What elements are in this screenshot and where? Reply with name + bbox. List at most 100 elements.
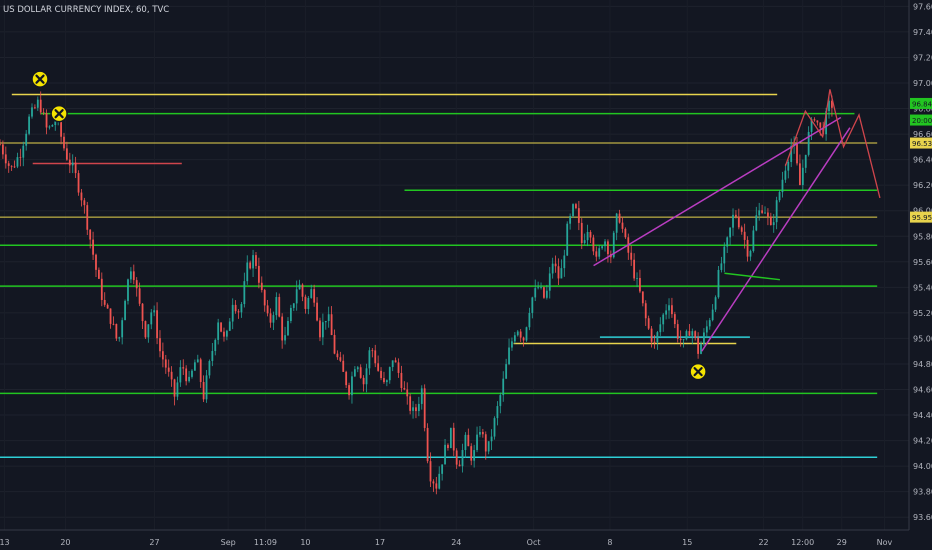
candle-body: [790, 145, 793, 162]
candle-body: [348, 385, 350, 396]
x-tick-label: 10: [300, 538, 310, 547]
candle-body: [435, 483, 438, 489]
candle-body: [92, 239, 94, 255]
candle-body: [193, 362, 196, 371]
candle-body: [225, 330, 228, 337]
grid: [0, 5, 909, 518]
candle-body: [415, 407, 417, 412]
candle-body: [80, 192, 83, 201]
y-tick-label: 94.20: [913, 437, 932, 446]
candle-body: [417, 403, 420, 412]
candle-body: [458, 464, 461, 467]
price-badge: [910, 211, 932, 223]
candle-body: [211, 350, 214, 362]
candle-body: [39, 99, 42, 113]
candle-body: [252, 255, 254, 269]
candle-body: [723, 246, 726, 264]
y-tick-label: 94.80: [913, 360, 932, 369]
candle-body: [784, 170, 787, 180]
candle-body: [74, 162, 77, 174]
candle-body: [729, 227, 732, 238]
candle-body: [583, 240, 586, 244]
candle-body: [641, 291, 644, 304]
candle-body: [703, 332, 705, 344]
candle-body: [615, 213, 618, 233]
candle-body: [449, 427, 452, 449]
candle-body: [650, 328, 653, 342]
candle-body: [159, 338, 161, 352]
candle-body: [292, 303, 295, 308]
candle-body: [595, 251, 598, 257]
y-axis-panel[interactable]: [909, 0, 932, 550]
candle-body: [383, 378, 385, 383]
x-marker-cross: [693, 367, 703, 377]
candle-body: [287, 321, 289, 336]
candle-body: [231, 304, 234, 322]
candle-body: [316, 302, 318, 321]
candle-body: [630, 252, 633, 260]
candle-body: [563, 255, 566, 269]
candle-body: [493, 418, 496, 437]
candle-body: [54, 121, 57, 126]
candle-body: [342, 360, 345, 372]
candle-body: [196, 359, 199, 363]
candle-body: [403, 388, 406, 390]
candle-body: [249, 262, 252, 269]
candle-body: [356, 367, 359, 370]
candle-body: [103, 299, 106, 305]
candle-body: [289, 307, 292, 322]
candle-body: [66, 148, 68, 160]
candle-body: [592, 237, 595, 252]
candle-body: [63, 136, 65, 149]
candle-body: [255, 255, 257, 266]
candle-body: [112, 323, 115, 325]
candle-body: [557, 266, 560, 279]
candle-body: [115, 323, 118, 339]
candle-body: [749, 250, 752, 257]
candle-body: [409, 396, 412, 411]
x-tick-label: 24: [451, 538, 461, 547]
candle-body: [697, 337, 700, 354]
candle-body: [330, 314, 333, 335]
candle-body: [726, 237, 729, 247]
candle-body: [0, 144, 1, 146]
x-axis-panel[interactable]: [0, 530, 932, 550]
candle-body: [4, 154, 7, 164]
candle-body: [496, 406, 499, 419]
candle-body: [743, 231, 746, 240]
candle-body: [321, 322, 324, 338]
y-tick-label: 97.00: [913, 79, 932, 88]
y-tick-label: 93.60: [913, 513, 932, 522]
candle-body: [769, 216, 772, 226]
candle-body: [799, 163, 801, 186]
candle-body: [604, 241, 606, 247]
candle-body: [586, 232, 589, 241]
candle-body: [682, 339, 685, 341]
candle-body: [333, 334, 336, 354]
candle-body: [339, 357, 342, 361]
y-tick-label: 94.40: [913, 411, 932, 420]
candle-body: [127, 279, 129, 301]
candle-body: [438, 473, 441, 489]
candle-body: [636, 278, 638, 279]
candle-body: [714, 297, 717, 310]
candle-body: [144, 321, 147, 338]
candle-body: [307, 297, 310, 309]
candle-body: [601, 246, 604, 249]
candle-body: [48, 126, 51, 128]
candle-body: [737, 216, 740, 228]
candle-body: [828, 100, 830, 112]
candle-body: [778, 192, 781, 201]
candle-body: [473, 450, 476, 461]
candle-body: [470, 446, 473, 461]
candle-body: [598, 248, 601, 257]
candle-body: [755, 215, 758, 231]
candle-body: [141, 303, 144, 322]
candle-body: [25, 133, 28, 146]
candle-body: [240, 304, 243, 313]
candle-body: [484, 434, 487, 452]
y-tick-label: 95.60: [913, 258, 932, 267]
candle-body: [161, 351, 164, 360]
